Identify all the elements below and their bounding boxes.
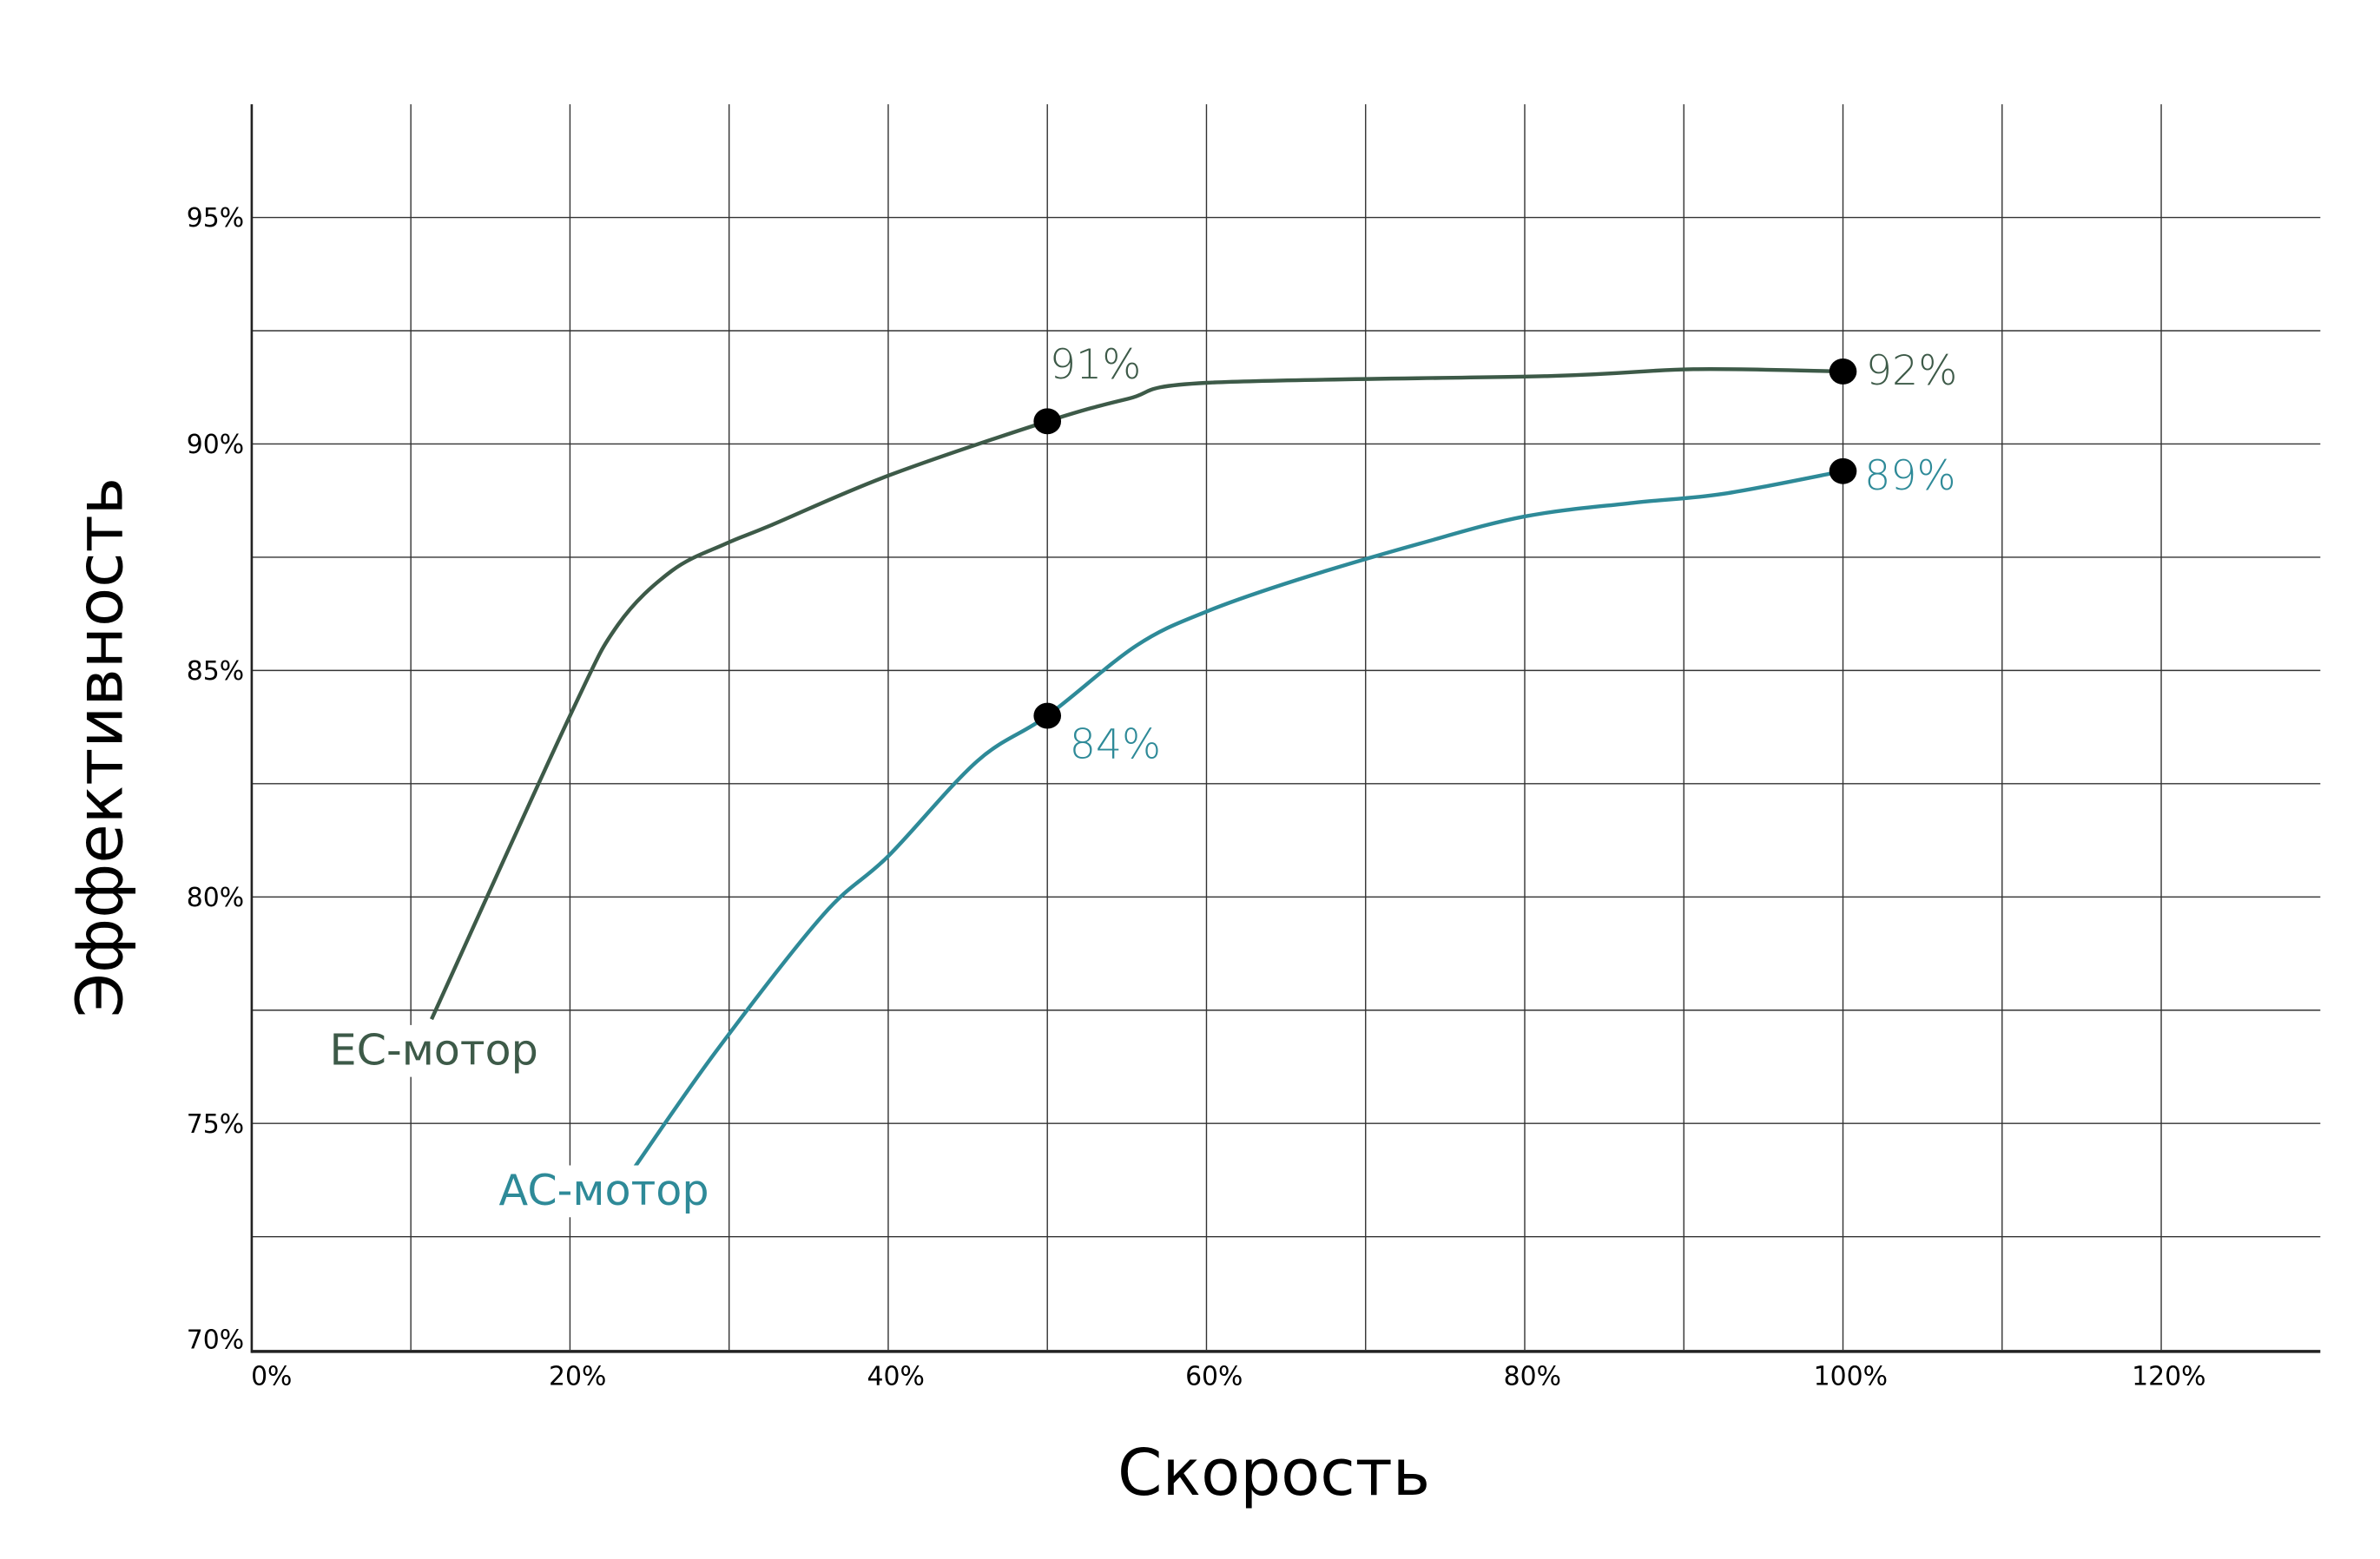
series-1: 84% 89% AC-мотор <box>492 452 1956 1218</box>
series-name-label: EC-мотор <box>330 1025 538 1076</box>
x-axis-label: Скорость <box>1117 1437 1430 1510</box>
data-label: 91% <box>1050 341 1141 389</box>
y-tick-label: 95% <box>187 203 244 234</box>
x-tick-label: 60% <box>1185 1362 1243 1392</box>
data-label: 92% <box>1866 347 1957 395</box>
data-label: 89% <box>1864 452 1955 500</box>
tick-labels: 0% 20% 40% 60% 80% 100% 120% 70% 75% 80% 85% 90% 95% <box>187 203 2206 1391</box>
x-tick-label: 0% <box>251 1362 292 1392</box>
data-point-marker <box>1829 359 1857 385</box>
axes <box>250 104 2321 1353</box>
grid <box>251 104 2321 1351</box>
y-tick-label: 80% <box>187 883 244 913</box>
y-tick-label: 90% <box>187 430 244 460</box>
y-tick-label: 85% <box>187 656 244 687</box>
series-label-background <box>323 1024 540 1077</box>
data-point-marker <box>1829 457 1857 484</box>
series-0: 91% 92% EC-мотор <box>323 341 1957 1077</box>
x-tick-label: 120% <box>2132 1362 2205 1392</box>
data-point-marker <box>1033 702 1062 729</box>
series-name-label: AC-мотор <box>499 1165 709 1215</box>
x-tick-label: 20% <box>549 1362 606 1392</box>
series-label-background <box>492 1165 710 1218</box>
x-tick-label: 80% <box>1504 1362 1561 1392</box>
y-axis-label: Эффективность <box>64 477 138 1017</box>
series: 91% 92% EC-мотор 84% 89% AC-мотор <box>323 341 1957 1218</box>
x-tick-label: 40% <box>867 1362 925 1392</box>
x-tick-label: 100% <box>1814 1362 1888 1392</box>
series-line <box>631 469 1843 1170</box>
series-line <box>429 366 1843 1021</box>
y-tick-label: 70% <box>187 1325 244 1355</box>
data-label: 84% <box>1070 720 1161 768</box>
data-point-marker <box>1033 408 1062 435</box>
y-tick-label: 75% <box>187 1109 244 1140</box>
